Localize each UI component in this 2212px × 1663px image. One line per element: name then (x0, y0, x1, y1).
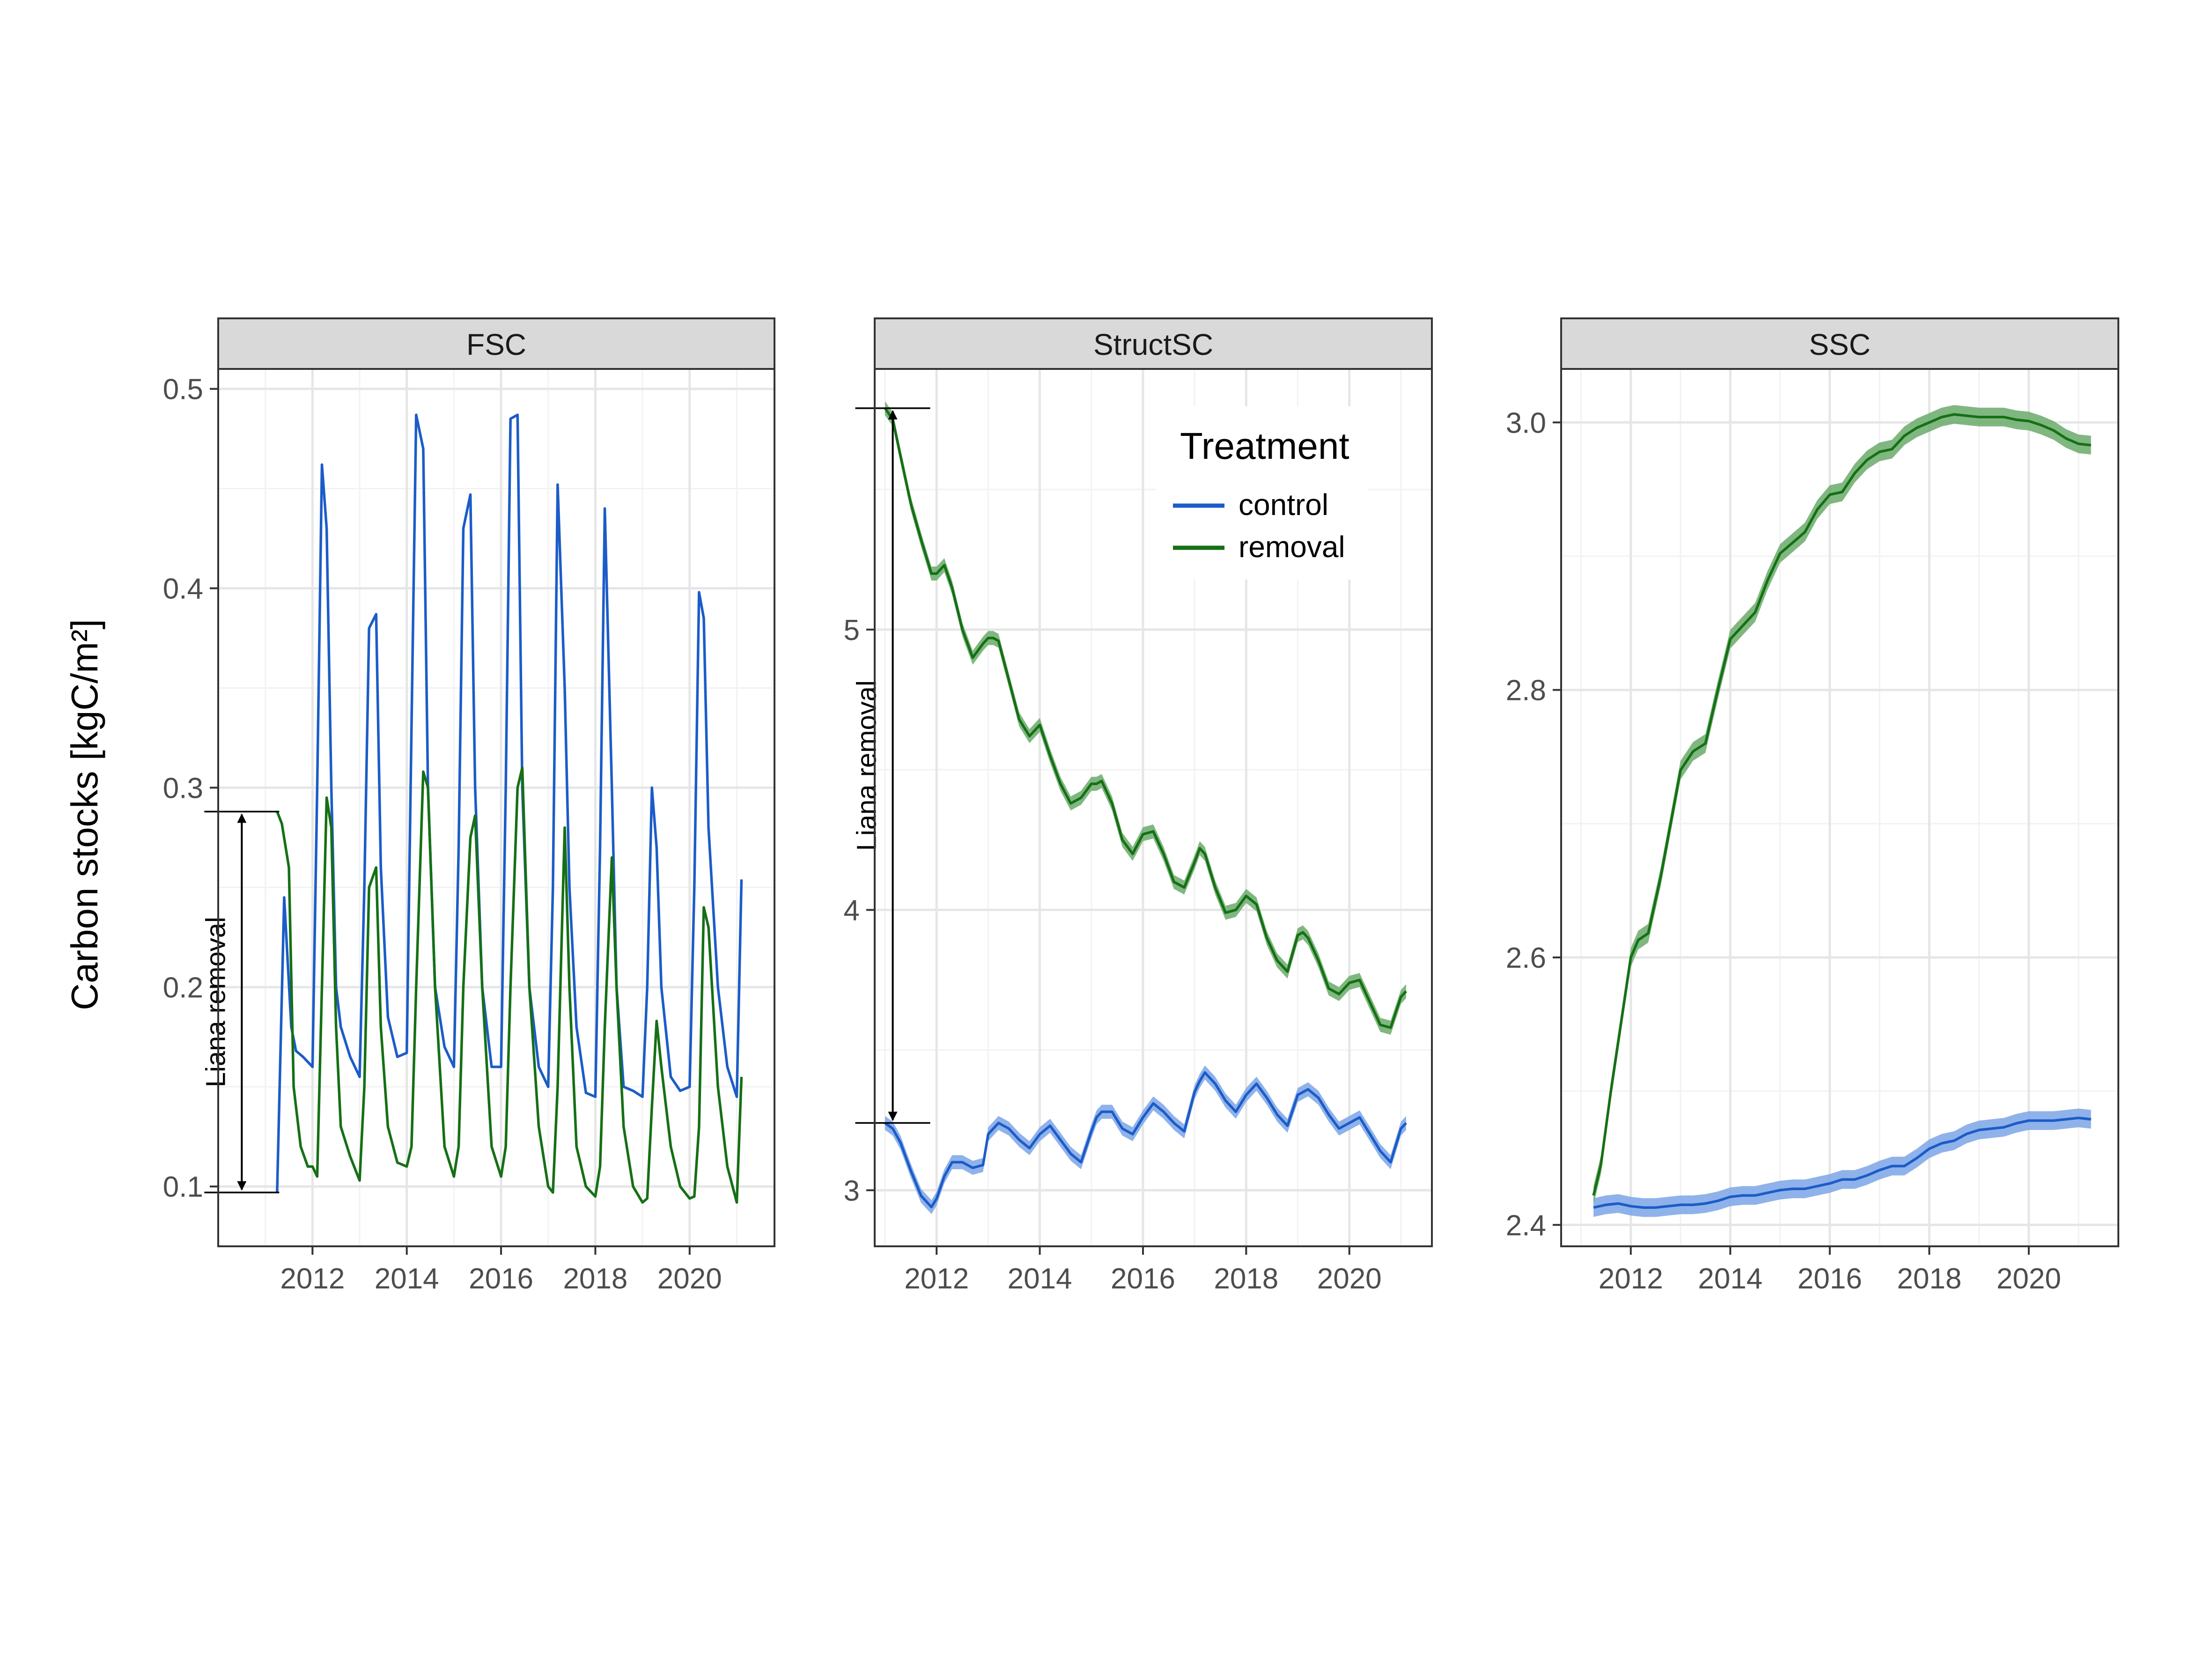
series-ribbon-control (1593, 1108, 2091, 1217)
x-tick-label: 2014 (1698, 1263, 1762, 1295)
x-tick-label: 2016 (1798, 1263, 1862, 1295)
panel-fsc: FSC 2012 2014 2016 2018 2020 0.1 0.2 0.3 0.4 0.5 Li… (163, 317, 775, 1295)
strip-label: StructSC (1093, 328, 1213, 361)
panel-structsc: StructSC 2012 2014 2016 2018 2020 3 4 5 Liana rem… (844, 317, 1433, 1295)
series-line-control (276, 413, 743, 1193)
series-line-control (1593, 1117, 2091, 1209)
x-tick-label: 2016 (469, 1263, 533, 1295)
x-tick-label: 2018 (563, 1263, 627, 1295)
y-tick-label: 0.2 (163, 971, 203, 1004)
plot-background (1561, 369, 2118, 1246)
series-line-removal (276, 766, 743, 1204)
y-tick-label: 4 (844, 895, 860, 927)
y-tick-label: 2.8 (1506, 675, 1546, 707)
panel-border (1560, 368, 2119, 1247)
series-line-control (884, 1071, 1407, 1208)
panel-border (217, 368, 775, 1247)
x-tick-label: 2020 (1997, 1263, 2061, 1295)
x-tick-label: 2018 (1897, 1263, 1961, 1295)
annotation-label: Liana removal (200, 917, 231, 1087)
panel-border (874, 368, 1433, 1247)
strip-label: FSC (466, 328, 526, 361)
y-tick-label: 0.3 (163, 772, 203, 804)
legend-title: Treatment (1180, 425, 1349, 467)
x-tick-label: 2020 (657, 1263, 722, 1295)
x-tick-label: 2018 (1214, 1263, 1278, 1295)
y-tick-label: 0.1 (163, 1171, 203, 1203)
legend-label-control: control (1239, 488, 1328, 522)
panel-ssc: SSC 2012 2014 2016 2018 2020 2.4 2.6 2.8 3.0 (1506, 317, 2119, 1295)
y-tick-label: 2.4 (1506, 1209, 1546, 1242)
y-tick-label: 3 (844, 1175, 860, 1207)
annotation-label: Liana removal (852, 680, 882, 851)
y-tick-label: 5 (844, 614, 860, 647)
x-tick-label: 2020 (1317, 1263, 1382, 1295)
y-tick-label: 2.6 (1506, 942, 1546, 974)
y-axis-label: Carbon stocks [kgC/m²] (64, 619, 105, 1010)
x-tick-label: 2014 (375, 1263, 439, 1295)
strip-background (1560, 317, 2119, 370)
x-tick-label: 2012 (904, 1263, 969, 1295)
x-tick-label: 2012 (1599, 1263, 1663, 1295)
series-line-removal (884, 407, 1407, 1029)
x-tick-label: 2014 (1008, 1263, 1072, 1295)
y-tick-label: 3.0 (1506, 407, 1546, 439)
strip-background (217, 317, 775, 370)
y-tick-label: 0.5 (163, 374, 203, 406)
legend-background (1157, 406, 1367, 580)
x-tick-label: 2012 (280, 1263, 345, 1295)
strip-label: SSC (1809, 328, 1871, 361)
plot-background (218, 369, 774, 1246)
x-tick-label: 2016 (1111, 1263, 1175, 1295)
y-tick-label: 0.4 (163, 573, 203, 605)
series-line-removal (1592, 413, 2091, 1196)
legend: Treatment control removal (1157, 406, 1367, 580)
legend-label-removal: removal (1239, 530, 1345, 564)
